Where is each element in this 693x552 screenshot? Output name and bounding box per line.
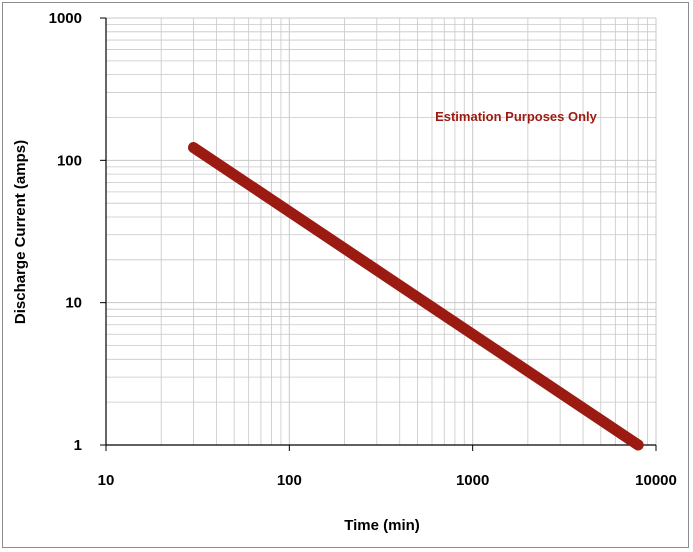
series-layer	[187, 142, 644, 451]
y-tick-label: 1000	[49, 10, 82, 27]
estimation-annotation: Estimation Purposes Only	[435, 109, 598, 124]
y-tick-label: 1	[74, 437, 82, 454]
tick-labels: 10 100 1000 10000 1 10 100 1000	[49, 10, 677, 489]
grid-lines	[105, 17, 657, 446]
y-axis-title: Discharge Current (amps)	[12, 140, 29, 324]
x-tick-label: 10	[98, 472, 115, 489]
x-tick-label: 10000	[635, 472, 677, 489]
x-tick-label: 1000	[456, 472, 489, 489]
x-tick-label: 100	[277, 472, 302, 489]
y-tick-label: 100	[57, 152, 82, 169]
discharge-curve	[187, 142, 644, 451]
y-tick-label: 10	[65, 295, 82, 312]
axes	[100, 17, 657, 451]
x-axis-title: Time (min)	[344, 517, 420, 534]
